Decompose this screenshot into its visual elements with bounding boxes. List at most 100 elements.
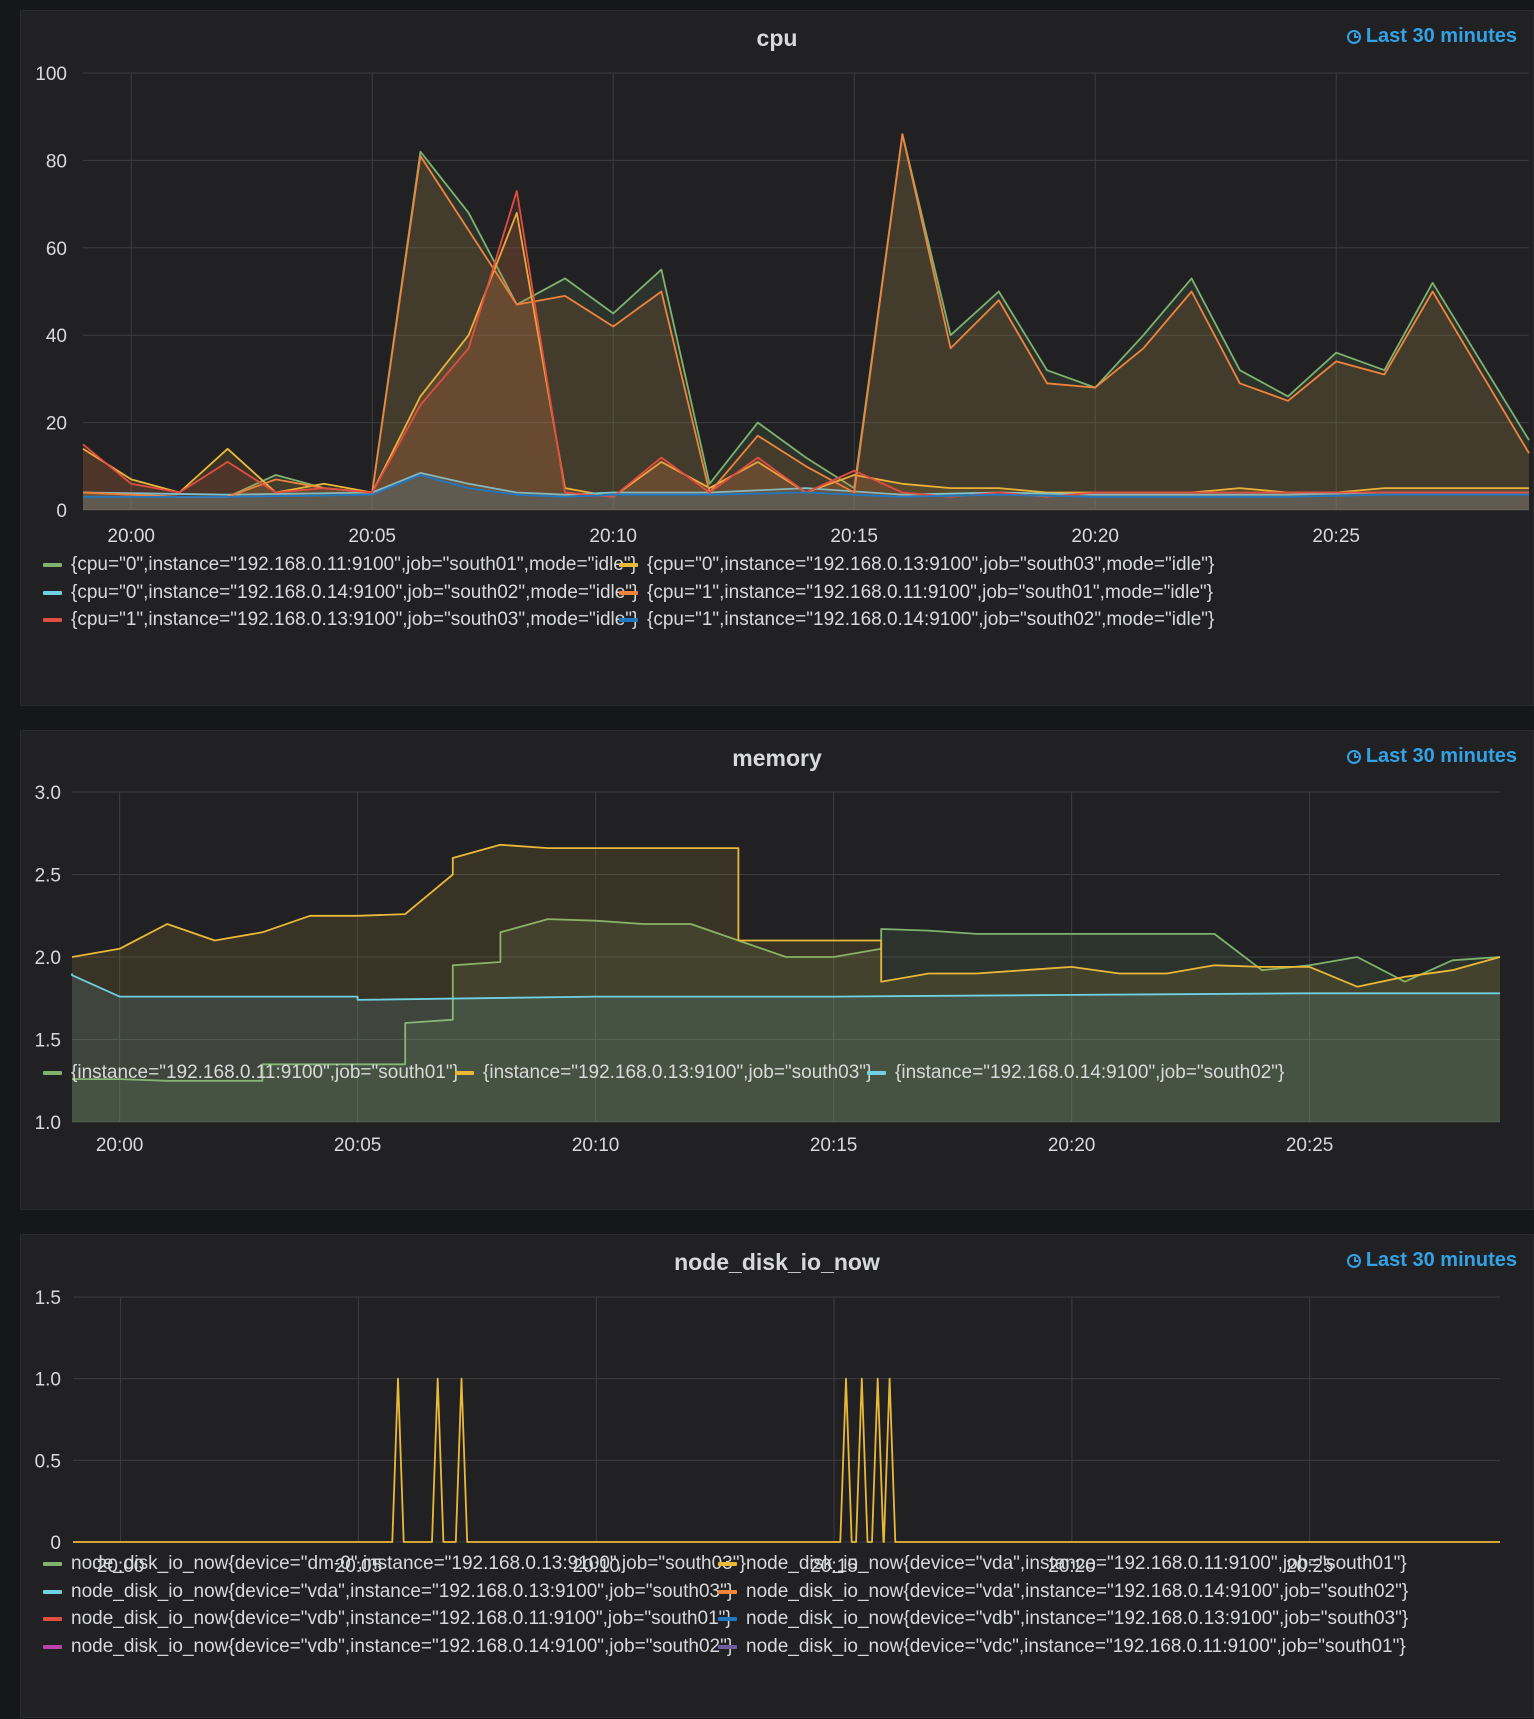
series-line [71, 843, 1501, 988]
legend-item[interactable]: node_disk_io_now{device="vdc",instance="… [718, 1636, 1406, 1658]
x-tick-label: 20:25 [1286, 1135, 1334, 1156]
legend-label: node_disk_io_now{device="vdc",instance="… [746, 1635, 1406, 1657]
legend-swatch [718, 1644, 737, 1649]
legend-label: {cpu="1",instance="192.168.0.11:9100",jo… [647, 581, 1213, 603]
memory-chart: 1.0 1.5 2.0 2.5 3.0 20:00 20:05 20:10 20:15 20:20… [35, 783, 1501, 1156]
x-tick-label: 20:20 [1048, 1135, 1096, 1156]
clock-icon [1346, 749, 1361, 764]
y-tick-label: 1.5 [35, 1031, 61, 1052]
legend-item[interactable]: {instance="192.168.0.11:9100",job="south… [43, 1062, 459, 1084]
x-tick-label: 20:15 [810, 1135, 858, 1156]
y-tick-label: 0.5 [35, 1451, 61, 1472]
legend-swatch [619, 563, 638, 567]
legend-item[interactable]: {cpu="1",instance="192.168.0.14:9100",jo… [619, 609, 1214, 631]
y-tick-label: 80 [46, 151, 67, 172]
legend-label: node_disk_io_now{device="vda",instance="… [746, 1580, 1409, 1602]
legend-swatch [43, 1589, 62, 1594]
series-line [82, 211, 1529, 498]
y-tick-label: 20 [46, 414, 67, 435]
series-area [83, 212, 1529, 511]
legend-item[interactable]: node_disk_io_now{device="vdb",instance="… [43, 1608, 732, 1630]
series-line [82, 133, 1530, 498]
x-tick-label: 20:15 [810, 1556, 858, 1577]
x-tick-label: 20:25 [1312, 526, 1360, 547]
panel-title: memory [732, 745, 822, 771]
legend-label: node_disk_io_now{device="vda",instance="… [746, 1553, 1407, 1574]
series-line [82, 190, 1529, 498]
legend-item[interactable]: {cpu="0",instance="192.168.0.14:9100",jo… [43, 582, 638, 604]
x-tick-label: 20:00 [97, 1556, 145, 1577]
x-tick-label: 20:25 [1286, 1556, 1334, 1577]
legend-swatch [43, 590, 62, 595]
series-line [71, 973, 1500, 1001]
series-line [83, 474, 1529, 498]
legend-item[interactable]: {cpu="1",instance="192.168.0.11:9100",jo… [619, 582, 1213, 604]
legend-label: {cpu="1",instance="192.168.0.13:9100",jo… [71, 609, 639, 630]
legend-item[interactable]: node_disk_io_now{device="vda",instance="… [718, 1581, 1408, 1603]
legend-item[interactable]: node_disk_io_now{device="vdb",instance="… [43, 1636, 733, 1658]
y-tick-label: 1.5 [35, 1288, 61, 1309]
series-area [83, 191, 1529, 510]
y-tick-label: 2.5 [35, 866, 61, 887]
x-tick-label: 20:00 [107, 526, 155, 547]
time-range-button[interactable]: Last 30 minutes [1346, 745, 1517, 768]
x-tick-label: 20:20 [1048, 1556, 1096, 1577]
legend-swatch [455, 1071, 474, 1075]
legend-item[interactable]: node_disk_io_now{device="vdb",instance="… [718, 1608, 1408, 1630]
time-range-label: Last 30 minutes [1365, 25, 1517, 47]
legend-label: node_disk_io_now{device="vda",instance="… [71, 1580, 734, 1602]
x-tick-label: 20:00 [96, 1135, 144, 1156]
legend-swatch [619, 590, 638, 595]
legend-label: node_disk_io_now{device="vdb",instance="… [71, 1635, 734, 1657]
legend-item[interactable]: {cpu="0",instance="192.168.0.11:9100",jo… [43, 554, 637, 576]
y-tick-label: 60 [46, 239, 67, 260]
legend-item[interactable]: {instance="192.168.0.14:9100",job="south… [867, 1062, 1284, 1084]
legend-label: node_disk_io_now{device="vdb",instance="… [746, 1608, 1409, 1629]
time-range-label: Last 30 minutes [1365, 745, 1517, 767]
time-range-label: Last 30 minutes [1365, 1249, 1517, 1271]
panel-title: cpu [756, 25, 798, 51]
legend-label: {instance="192.168.0.11:9100",job="south… [71, 1062, 459, 1083]
legend-swatch [718, 1562, 737, 1566]
legend-item[interactable]: {cpu="0",instance="192.168.0.13:9100",jo… [619, 554, 1214, 576]
y-tick-label: 100 [35, 64, 67, 85]
legend-item[interactable]: node_disk_io_now{device="vda",instance="… [718, 1553, 1407, 1575]
series-line [72, 918, 1501, 1082]
legend-label: {cpu="0",instance="192.168.0.13:9100",jo… [647, 554, 1215, 575]
series-area [72, 919, 1500, 1122]
x-tick-label: 20:05 [348, 526, 396, 547]
series-area [72, 973, 1500, 1122]
legend-swatch [718, 1589, 737, 1594]
legend-label: node_disk_io_now{device="dm-0",instance=… [71, 1553, 746, 1574]
legend-label: {instance="192.168.0.13:9100",job="south… [483, 1062, 873, 1083]
legend-item[interactable]: node_disk_io_now{device="vda",instance="… [43, 1581, 733, 1603]
legend-item[interactable]: {instance="192.168.0.13:9100",job="south… [455, 1062, 872, 1084]
disk-panel: node_disk_io_now Last 30 minutes 0 0.5 1.0… [20, 1234, 1534, 1718]
legend-swatch [43, 1644, 62, 1649]
x-tick-label: 20:15 [830, 526, 878, 547]
time-range-button[interactable]: Last 30 minutes [1346, 25, 1517, 48]
legend-label: node_disk_io_now{device="vdb",instance="… [71, 1608, 732, 1629]
series-area [72, 844, 1500, 1122]
legend-swatch [43, 1562, 62, 1566]
y-tick-label: 1.0 [35, 1370, 61, 1391]
legend-label: {cpu="0",instance="192.168.0.11:9100",jo… [71, 554, 637, 575]
legend-item[interactable]: {cpu="1",instance="192.168.0.13:9100",jo… [43, 609, 638, 631]
x-tick-label: 20:20 [1071, 526, 1119, 547]
clock-icon [1346, 1253, 1361, 1268]
legend-swatch [867, 1071, 886, 1075]
legend-swatch [619, 618, 638, 622]
cpu-chart: 0 20 40 60 80 100 20:00 20:05 20:10 20:15 20:20 20:… [35, 64, 1530, 547]
y-tick-label: 2.0 [35, 948, 61, 969]
y-tick-label: 1.0 [35, 1113, 61, 1134]
time-range-button[interactable]: Last 30 minutes [1346, 1249, 1517, 1272]
series-area [83, 134, 1529, 510]
y-tick-label: 3.0 [35, 783, 61, 804]
legend-label: {instance="192.168.0.14:9100",job="south… [895, 1062, 1285, 1083]
series-area [83, 134, 1529, 510]
legend-item[interactable]: node_disk_io_now{device="dm-0",instance=… [43, 1553, 746, 1575]
clock-icon [1346, 29, 1361, 44]
legend-label: {cpu="0",instance="192.168.0.14:9100",jo… [71, 581, 639, 603]
y-tick-label: 0 [50, 1533, 61, 1554]
x-tick-label: 20:05 [335, 1556, 383, 1577]
